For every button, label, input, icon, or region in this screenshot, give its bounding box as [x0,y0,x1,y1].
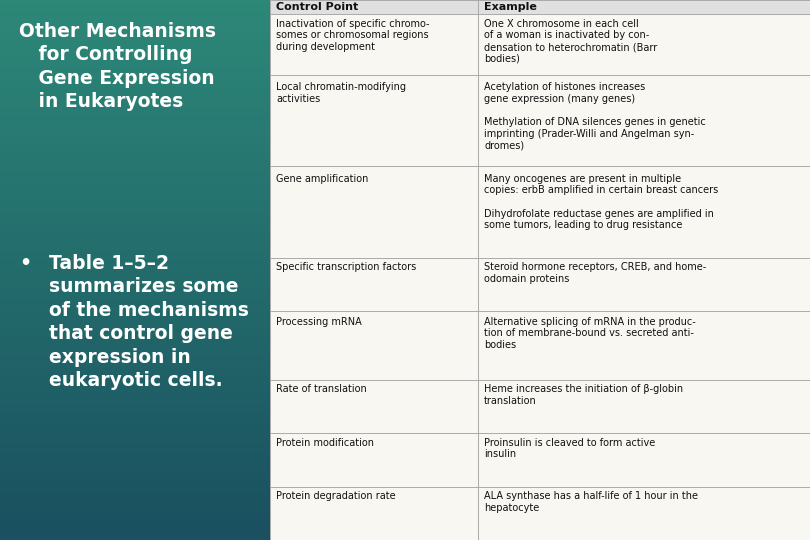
Text: Protein degradation rate: Protein degradation rate [276,491,396,501]
Text: •: • [19,254,31,273]
Text: Steroid hormone receptors, CREB, and home-
odomain proteins: Steroid hormone receptors, CREB, and hom… [484,262,706,284]
Text: Inactivation of specific chromo-
somes or chromosomal regions
during development: Inactivation of specific chromo- somes o… [276,19,430,52]
Text: ALA synthase has a half-life of 1 hour in the
hepatocyte: ALA synthase has a half-life of 1 hour i… [484,491,698,512]
Bar [270,258,810,311]
Bar [270,166,810,258]
Text: Local chromatin-modifying
activities: Local chromatin-modifying activities [276,82,406,104]
Text: Rate of translation: Rate of translation [276,384,367,394]
Text: Table 1–5–2
summarizes some
of the mechanisms
that control gene
expression in
eu: Table 1–5–2 summarizes some of the mecha… [49,254,249,390]
Text: Acetylation of histones increases
gene expression (many genes)

Methylation of D: Acetylation of histones increases gene e… [484,82,706,150]
Bar [270,380,810,433]
Text: Many oncogenes are present in multiple
copies: erbB amplified in certain breast : Many oncogenes are present in multiple c… [484,174,718,230]
Text: Specific transcription factors: Specific transcription factors [276,262,416,272]
Text: Other Mechanisms
   for Controlling
   Gene Expression
   in Eukaryotes: Other Mechanisms for Controlling Gene Ex… [19,22,216,111]
Bar [270,311,810,380]
Text: Protein modification: Protein modification [276,437,374,448]
Bar [270,14,810,75]
Text: Alternative splicing of mRNA in the produc-
tion of membrane-bound vs. secreted : Alternative splicing of mRNA in the prod… [484,317,696,350]
Text: Proinsulin is cleaved to form active
insulin: Proinsulin is cleaved to form active ins… [484,437,655,459]
Bar [270,487,810,540]
Bar [270,0,810,14]
Text: Processing mRNA: Processing mRNA [276,317,362,327]
Text: Heme increases the initiation of β-globin
translation: Heme increases the initiation of β-globi… [484,384,684,406]
Text: Example: Example [484,2,537,12]
Text: One X chromosome in each cell
of a woman is inactivated by con-
densation to het: One X chromosome in each cell of a woman… [484,19,658,64]
Bar [270,433,810,487]
Bar [270,75,810,166]
Text: Gene amplification: Gene amplification [276,174,369,184]
Text: Control Point: Control Point [276,2,359,12]
